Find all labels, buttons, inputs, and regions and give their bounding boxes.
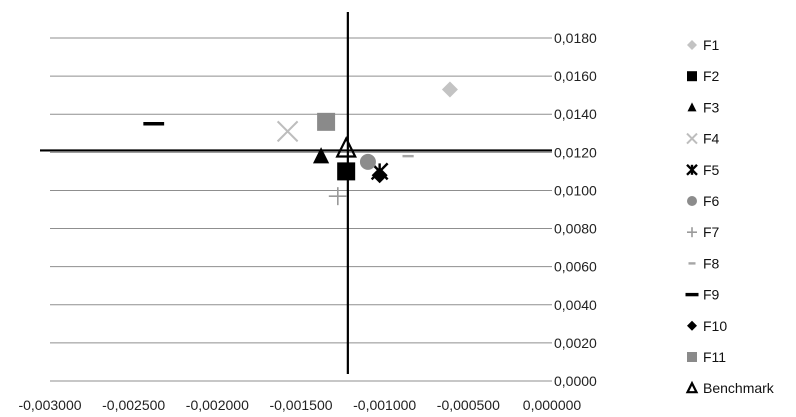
- legend-marker: [687, 352, 697, 362]
- x-tick-label: -0,001500: [269, 397, 332, 413]
- point-f4: [276, 120, 299, 143]
- tick-labels: 0,0000 0,0020 0,0040 0,0060 0,0080 0,0100 0,01…: [18, 30, 597, 413]
- legend-marker: [686, 163, 698, 176]
- y-tick-label: 0,0000: [554, 373, 597, 389]
- legend-item-f1: F1: [687, 37, 720, 53]
- point-f11: [317, 112, 336, 131]
- y-tick-label: 0,0180: [554, 30, 597, 46]
- legend-marker: [686, 132, 698, 145]
- legend-item-f8: F8: [688, 255, 720, 271]
- gridlines: [50, 37, 552, 382]
- legend: F1 F2 F3 F4 F5 F6 F7 F8 F9 F10 F11 Benchmark: [685, 37, 775, 396]
- legend-item-f4: F4: [686, 131, 720, 147]
- x-tick-label: -0,001000: [353, 397, 416, 413]
- x-tick-label: -0,000500: [437, 397, 500, 413]
- legend-item-f2: F2: [687, 68, 720, 84]
- y-tick-label: 0,0080: [554, 221, 597, 237]
- point-benchmark: [335, 136, 357, 158]
- legend-marker: [687, 320, 697, 331]
- legend-marker: [687, 102, 697, 112]
- legend-label: Benchmark: [703, 380, 775, 396]
- legend-item-f5: F5: [686, 162, 720, 178]
- legend-label: F8: [703, 255, 720, 271]
- legend-label: F5: [703, 162, 720, 178]
- legend-item-f3: F3: [687, 99, 720, 115]
- legend-label: F2: [703, 68, 720, 84]
- y-tick-label: 0,0060: [554, 259, 597, 275]
- point-f6: [359, 153, 376, 170]
- legend-item-f10: F10: [687, 318, 727, 334]
- x-tick-label: -0,002500: [102, 397, 165, 413]
- legend-item-f11: F11: [687, 349, 726, 365]
- y-tick-label: 0,0100: [554, 182, 597, 198]
- point-f10: [371, 167, 388, 184]
- legend-marker: [685, 380, 699, 394]
- data-points: [143, 81, 458, 206]
- reference-lines: [40, 12, 552, 374]
- y-tick-label: 0,0120: [554, 144, 597, 160]
- legend-marker: [687, 227, 697, 238]
- y-tick-label: 0,0020: [554, 335, 597, 351]
- point-f2: [337, 162, 356, 181]
- legend-label: F1: [703, 37, 720, 53]
- legend-item-benchmark: Benchmark: [685, 380, 775, 396]
- point-f7: [328, 187, 347, 206]
- legend-label: F6: [703, 193, 720, 209]
- legend-label: F3: [703, 99, 720, 115]
- x-tick-label: -0,003000: [18, 397, 81, 413]
- y-tick-label: 0,0040: [554, 297, 597, 313]
- legend-marker: [687, 40, 697, 50]
- x-tick-label: 0,000000: [523, 397, 582, 413]
- legend-item-f6: F6: [687, 193, 720, 209]
- legend-label: F4: [703, 131, 720, 147]
- y-tick-label: 0,0140: [554, 106, 597, 122]
- point-f3: [312, 147, 330, 164]
- legend-item-f9: F9: [685, 287, 720, 303]
- legend-label: F10: [703, 318, 727, 334]
- legend-marker: [687, 71, 697, 82]
- point-f1: [441, 81, 458, 98]
- legend-label: F9: [703, 287, 720, 303]
- legend-label: F7: [703, 224, 720, 240]
- y-tick-label: 0,0160: [554, 68, 597, 84]
- legend-marker: [687, 196, 697, 206]
- legend-label: F11: [703, 349, 726, 365]
- legend-item-f7: F7: [687, 224, 720, 240]
- x-tick-label: -0,002000: [186, 397, 249, 413]
